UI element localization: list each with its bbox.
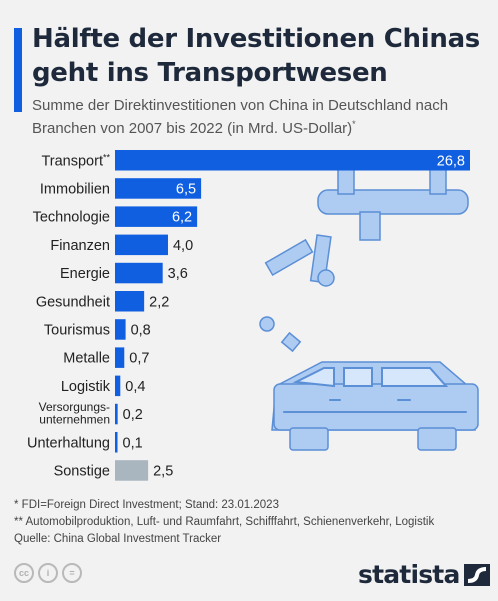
category-label-versorgungs-unternehmen: Versorgungs-unternehmen bbox=[39, 400, 110, 427]
chart-notes: * FDI=Foreign Direct Investment; Stand: … bbox=[14, 497, 494, 548]
bar-transport bbox=[115, 150, 470, 171]
category-label-logistik: Logistik bbox=[61, 379, 111, 395]
value-label-sonstige: 2,5 bbox=[153, 463, 173, 479]
value-label-unterhaltung: 0,1 bbox=[123, 435, 143, 451]
car-window-mid-shape bbox=[343, 367, 373, 387]
car-body-shape bbox=[273, 383, 479, 431]
value-label-versorgungs-unternehmen: 0,2 bbox=[123, 407, 143, 423]
bar-gesundheit bbox=[115, 291, 145, 312]
brand-name: statista bbox=[358, 560, 460, 589]
bar-unterhaltung bbox=[115, 432, 118, 453]
bar-tourismus bbox=[115, 319, 126, 340]
category-label-finanzen: Finanzen bbox=[50, 238, 110, 254]
value-label-tourismus: 0,8 bbox=[131, 322, 151, 338]
subtitle-footnote-marker: * bbox=[352, 119, 356, 129]
robot-arm-joint-shape bbox=[317, 269, 335, 287]
equals-icon[interactable]: = bbox=[62, 563, 82, 583]
value-label-finanzen: 4,0 bbox=[173, 238, 193, 254]
person-icon[interactable]: i bbox=[38, 563, 58, 583]
category-label-tourismus: Tourismus bbox=[44, 322, 110, 338]
robot-arm-lower-shape bbox=[264, 238, 314, 277]
bar-sonstige bbox=[115, 460, 149, 481]
bar-technologie bbox=[115, 206, 198, 227]
category-label-energie: Energie bbox=[60, 266, 110, 282]
subtitle-text: Summe der Direktinvestitionen von China … bbox=[32, 97, 449, 137]
bar-metalle bbox=[115, 347, 125, 368]
robot-gripper-shape bbox=[280, 331, 302, 353]
gantry-carriage-shape bbox=[359, 211, 381, 241]
value-label-immobilien: 6,5 bbox=[176, 181, 196, 197]
note-transport: ** Automobilproduktion, Luft- und Raumfa… bbox=[14, 516, 435, 528]
note-fdi: * FDI=Foreign Direct Investment; Stand: … bbox=[14, 499, 279, 511]
value-label-technologie: 6,2 bbox=[172, 210, 192, 226]
value-label-energie: 3,6 bbox=[168, 266, 188, 282]
category-label-unterhaltung: Unterhaltung bbox=[27, 435, 110, 451]
value-label-transport: 26,8 bbox=[437, 153, 465, 169]
category-label-immobilien: Immobilien bbox=[40, 181, 110, 197]
car-window-left-shape bbox=[292, 367, 335, 388]
value-label-logistik: 0,4 bbox=[125, 379, 145, 395]
robot-arm-wrist-shape bbox=[259, 316, 275, 332]
category-label-transport: Transport** bbox=[41, 152, 110, 169]
statista-logo[interactable]: statista bbox=[358, 560, 490, 589]
bar-versorgungs-unternehmen bbox=[115, 403, 118, 425]
cc-icon[interactable]: cc bbox=[14, 563, 34, 583]
statista-logo-icon bbox=[463, 563, 490, 586]
value-label-gesundheit: 2,2 bbox=[149, 294, 169, 310]
car-wheel-right-shape bbox=[417, 427, 457, 451]
note-source: Quelle: China Global Investment Tracker bbox=[14, 533, 222, 545]
value-label-metalle: 0,7 bbox=[129, 351, 149, 367]
bar-immobilien bbox=[115, 178, 202, 199]
category-label-technologie: Technologie bbox=[33, 210, 110, 226]
category-label-sonstige: Sonstige bbox=[54, 463, 110, 479]
bar-finanzen bbox=[115, 234, 168, 256]
gantry-rail-shape bbox=[317, 189, 469, 215]
car-window-right-shape bbox=[381, 367, 449, 387]
category-label-metalle: Metalle bbox=[63, 351, 110, 367]
chart-subtitle: Summe der Direktinvestitionen von China … bbox=[32, 96, 492, 138]
bar-logistik bbox=[115, 375, 121, 397]
title-accent-bar bbox=[14, 28, 22, 112]
license-icons: cc i = bbox=[14, 563, 82, 583]
page-title: Hälfte der Investitionen Chinas geht ins… bbox=[32, 24, 480, 88]
car-wheel-left-shape bbox=[289, 427, 329, 451]
category-label-gesundheit: Gesundheit bbox=[36, 294, 110, 310]
bar-energie bbox=[115, 262, 163, 284]
